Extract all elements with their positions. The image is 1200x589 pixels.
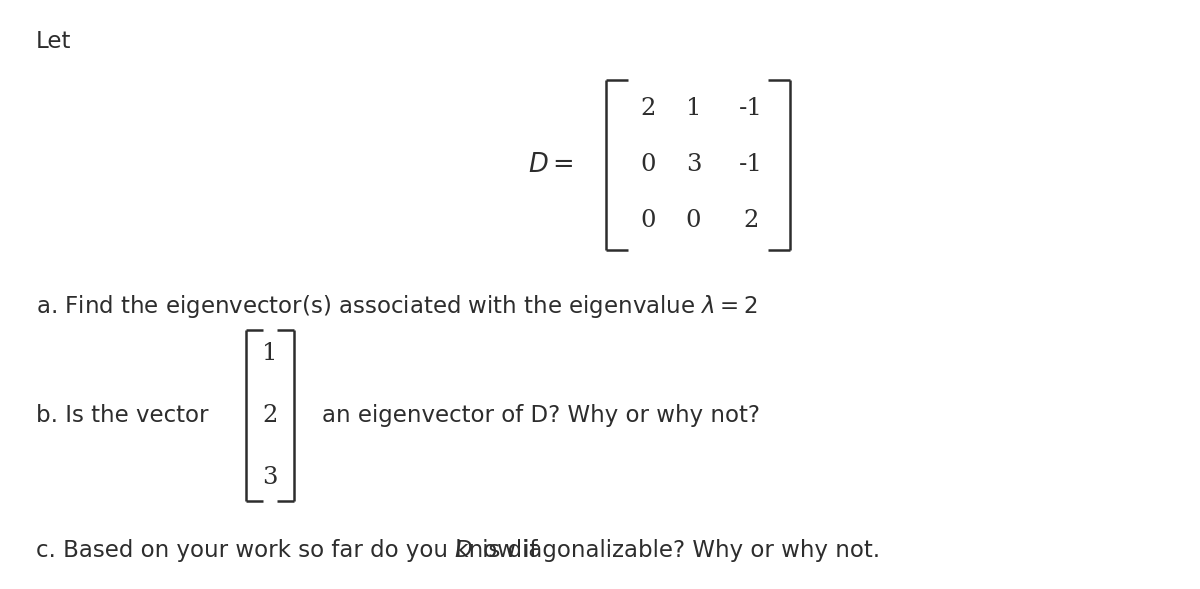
Text: b. Is the vector: b. Is the vector xyxy=(36,403,209,427)
Text: $D$: $D$ xyxy=(454,539,472,562)
Text: -1: -1 xyxy=(739,153,763,177)
Text: is diagonalizable? Why or why not.: is diagonalizable? Why or why not. xyxy=(475,539,881,562)
Text: $D =$: $D =$ xyxy=(528,152,574,178)
Text: 1: 1 xyxy=(263,342,277,365)
Text: 0: 0 xyxy=(686,209,701,233)
Text: c. Based on your work so far do you know if: c. Based on your work so far do you know… xyxy=(36,539,545,562)
Text: 2: 2 xyxy=(744,209,758,233)
Text: an eigenvector of D? Why or why not?: an eigenvector of D? Why or why not? xyxy=(322,403,760,427)
Text: 2: 2 xyxy=(263,403,277,427)
Text: a. Find the eigenvector(s) associated with the eigenvalue $\lambda = 2$: a. Find the eigenvector(s) associated wi… xyxy=(36,293,757,320)
Text: 0: 0 xyxy=(641,153,655,177)
Text: Let: Let xyxy=(36,29,71,53)
Text: 1: 1 xyxy=(686,97,701,121)
Text: 3: 3 xyxy=(263,465,277,489)
Text: 2: 2 xyxy=(641,97,655,121)
Text: -1: -1 xyxy=(739,97,763,121)
Text: 3: 3 xyxy=(686,153,701,177)
Text: 0: 0 xyxy=(641,209,655,233)
